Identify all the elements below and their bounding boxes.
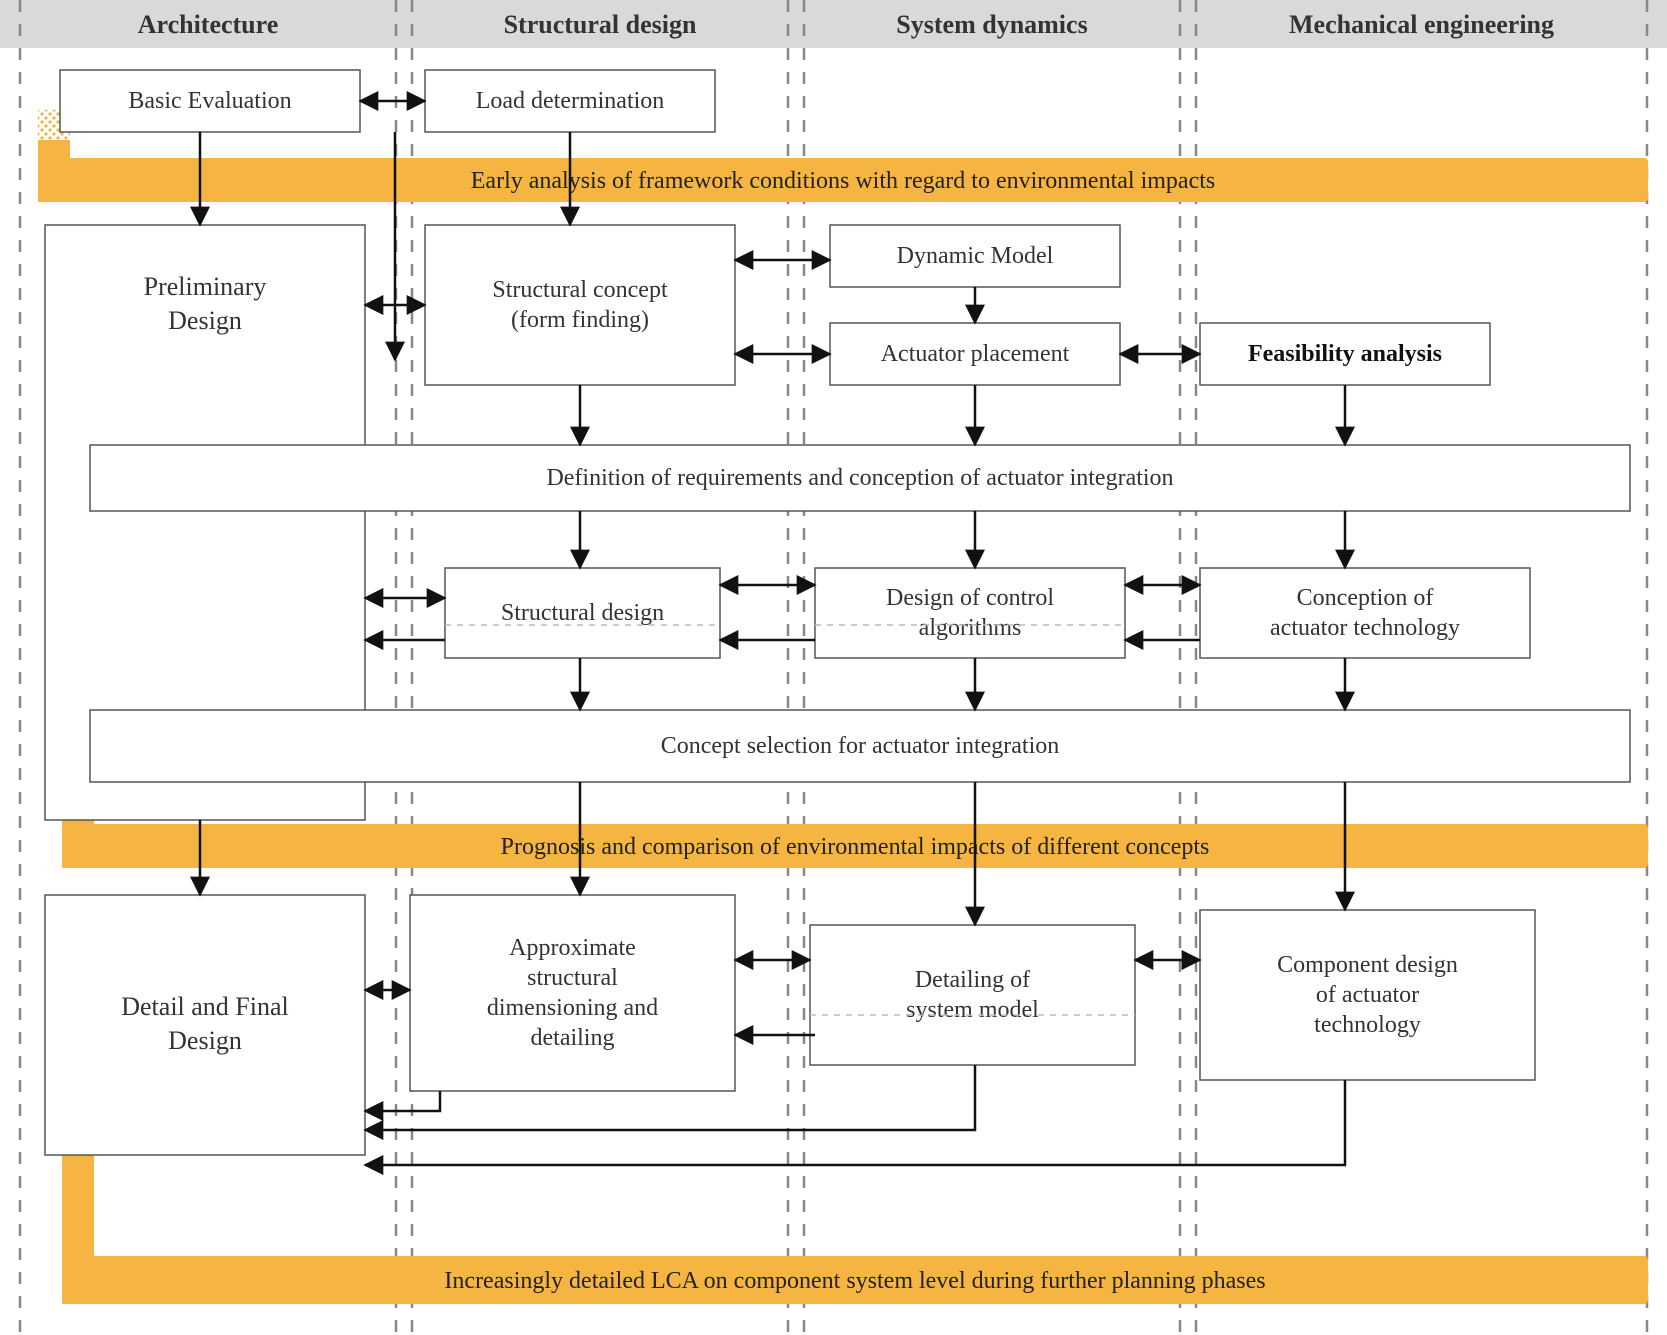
node-label: Dynamic Model (897, 243, 1054, 269)
node-label: Structural concept (492, 277, 668, 303)
node-label: algorithms (919, 615, 1022, 641)
node-label: Design of control (886, 585, 1054, 611)
column-header: Architecture (138, 10, 279, 39)
node-label: dimensioning and (487, 995, 658, 1021)
node-detail_sys (810, 925, 1135, 1065)
phase-label: Preliminary (144, 272, 267, 301)
column-header: Structural design (504, 10, 697, 39)
node-label: actuator technology (1270, 615, 1460, 641)
orange-stage-label: Prognosis and comparison of environmenta… (501, 834, 1210, 860)
column-header: System dynamics (896, 10, 1087, 39)
node-label: system model (906, 997, 1039, 1023)
node-label: Conception of (1297, 585, 1434, 611)
node-label: Structural design (501, 600, 664, 626)
orange-stage-label: Increasingly detailed LCA on component s… (444, 1268, 1265, 1294)
node-label: technology (1314, 1012, 1421, 1038)
node-label: Actuator placement (881, 341, 1070, 367)
phase-label: Design (168, 1026, 242, 1055)
node-label: Definition of requirements and conceptio… (546, 465, 1173, 491)
flowchart: Architecture Structural design System dyna… (0, 0, 1667, 1335)
node-label: Approximate (509, 935, 636, 961)
node-struct_concept (425, 225, 735, 385)
column-header: Mechanical engineering (1289, 10, 1554, 39)
node-label: Component design (1277, 952, 1458, 978)
orange-stage-label: Early analysis of framework conditions w… (471, 168, 1215, 194)
node-label: structural (527, 965, 618, 991)
node-detail_final (45, 895, 365, 1155)
connector (365, 1080, 1345, 1165)
connector (365, 1091, 440, 1111)
node-label: Concept selection for actuator integrati… (661, 733, 1060, 759)
node-label: detailing (531, 1025, 615, 1051)
node-approx_dim (410, 895, 735, 1091)
node-label: (form finding) (511, 307, 649, 333)
node-control_algo (815, 568, 1125, 658)
node-label: Load determination (476, 88, 665, 114)
node-label: Basic Evaluation (128, 88, 291, 114)
node-actuator_tech (1200, 568, 1530, 658)
node-label: Detailing of (915, 967, 1030, 993)
node-label: of actuator (1316, 982, 1419, 1008)
node-label: Feasibility analysis (1248, 341, 1442, 367)
phase-label: Detail and Final (121, 992, 289, 1021)
phase-label: Design (168, 306, 242, 335)
